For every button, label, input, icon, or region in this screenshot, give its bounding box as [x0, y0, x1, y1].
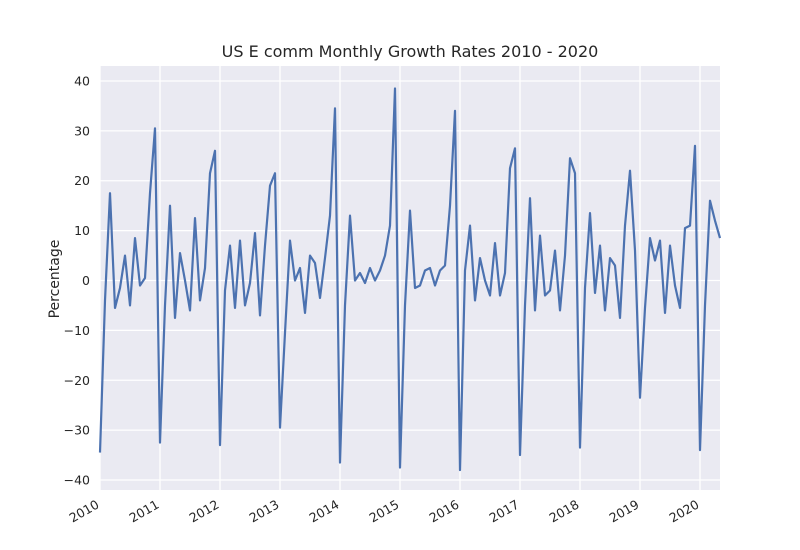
y-tick-label: −20 [64, 373, 90, 388]
chart-title: US E comm Monthly Growth Rates 2010 - 20… [222, 42, 599, 61]
y-tick-label: 10 [74, 223, 90, 238]
y-tick-label: −40 [64, 473, 90, 488]
x-tick-labels: 2010 2011 2012 2013 2014 2015 2016 2017 2018 2019… [66, 497, 701, 526]
x-tick-label: 2011 [126, 497, 161, 526]
x-tick-label: 2016 [426, 497, 461, 526]
y-tick-labels: 40 30 20 10 0 −10 −20 −30 −40 [64, 73, 90, 487]
x-tick-label: 2015 [366, 497, 401, 526]
x-tick-label: 2013 [246, 497, 281, 526]
plot-background [100, 66, 720, 490]
x-tick-label: 2018 [546, 497, 581, 526]
y-tick-label: −10 [64, 323, 90, 338]
y-tick-label: 30 [74, 123, 90, 138]
x-tick-label: 2012 [186, 497, 221, 526]
x-tick-label: 2019 [606, 497, 641, 526]
series-line [98, 87, 722, 472]
x-tick-label: 2010 [66, 497, 101, 526]
x-tick-label: 2014 [306, 497, 341, 526]
y-tick-label: 0 [82, 273, 90, 288]
x-tick-label: 2017 [486, 497, 521, 526]
series-layer [98, 87, 722, 472]
y-tick-label: 20 [74, 173, 90, 188]
y-tick-label: −30 [64, 423, 90, 438]
y-tick-label: 40 [74, 73, 90, 88]
x-tick-label: 2020 [666, 497, 701, 526]
y-axis-label: Percentage [47, 240, 63, 319]
